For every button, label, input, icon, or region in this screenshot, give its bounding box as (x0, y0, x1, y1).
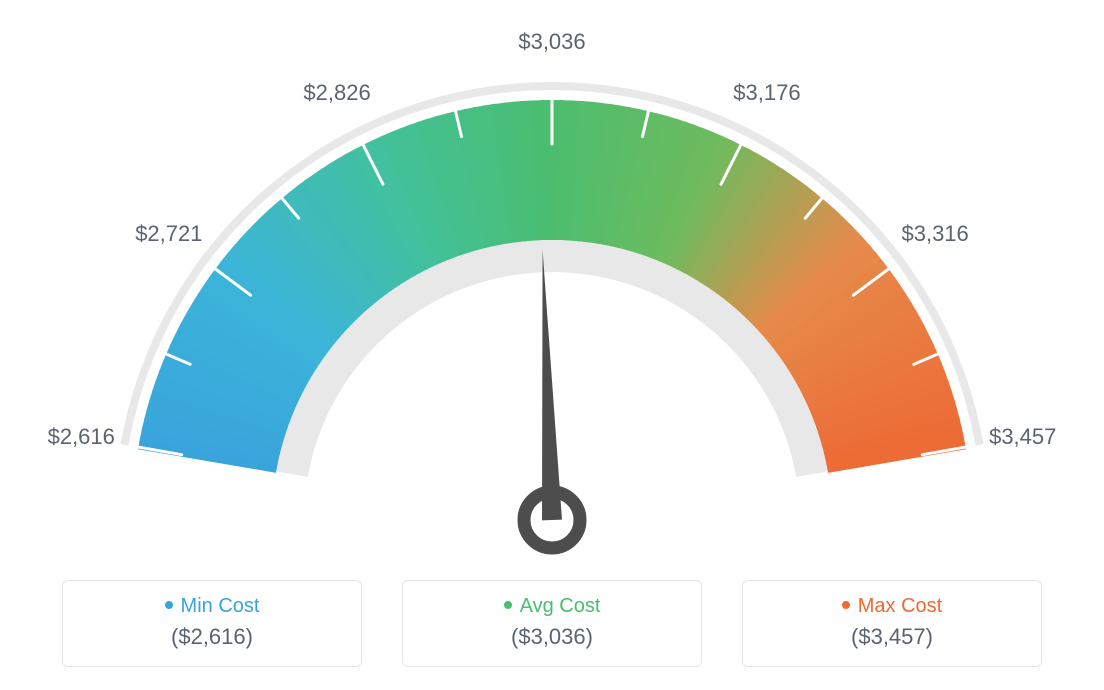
dot-icon (165, 601, 173, 609)
legend-title-max: Max Cost (763, 595, 1021, 618)
gauge-tick-label: $2,616 (48, 424, 115, 450)
gauge-tick-label: $2,826 (303, 80, 370, 106)
gauge-tick-label: $3,036 (518, 29, 585, 55)
legend-value-avg: ($3,036) (423, 624, 681, 650)
legend-title-min: Min Cost (83, 595, 341, 618)
legend-card-avg: Avg Cost ($3,036) (402, 580, 702, 667)
legend-value-min: ($2,616) (83, 624, 341, 650)
legend-title-min-text: Min Cost (181, 595, 260, 617)
legend-card-max: Max Cost ($3,457) (742, 580, 1042, 667)
gauge-svg (0, 0, 1104, 560)
gauge-tick-label: $2,721 (135, 221, 202, 247)
legend-value-max: ($3,457) (763, 624, 1021, 650)
gauge-tick-label: $3,457 (989, 424, 1056, 450)
legend-title-avg: Avg Cost (423, 595, 681, 618)
dot-icon (504, 601, 512, 609)
dot-icon (842, 601, 850, 609)
gauge-tick-label: $3,176 (733, 80, 800, 106)
legend-row: Min Cost ($2,616) Avg Cost ($3,036) Max … (0, 560, 1104, 667)
legend-title-avg-text: Avg Cost (520, 595, 601, 617)
legend-card-min: Min Cost ($2,616) (62, 580, 362, 667)
gauge-chart: $2,616 $2,721 $2,826 $3,036 $3,176 $3,316 $3,4… (0, 0, 1104, 560)
legend-title-max-text: Max Cost (858, 595, 942, 617)
gauge-tick-label: $3,316 (901, 221, 968, 247)
